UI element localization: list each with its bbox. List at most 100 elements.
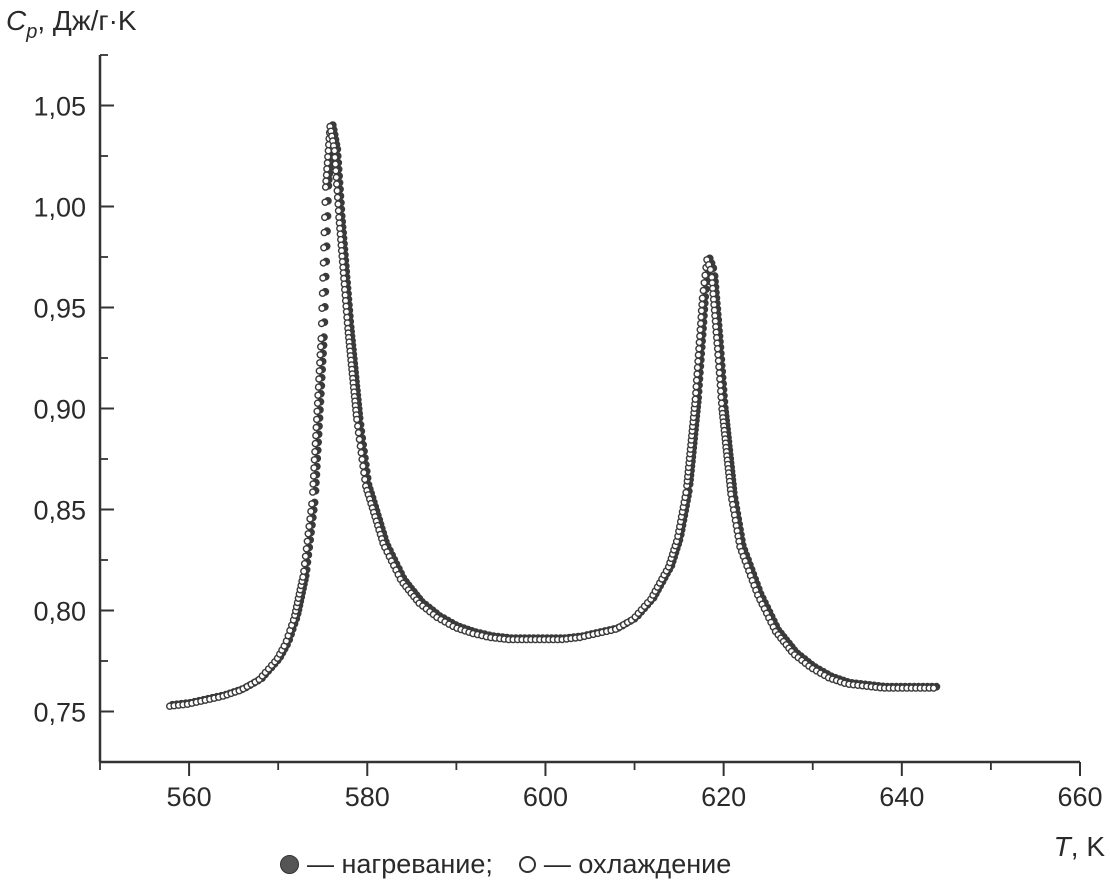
cooling-point: [334, 200, 342, 208]
cooling-point: [714, 351, 722, 359]
cooling-point: [716, 375, 724, 383]
series-cooling: [165, 122, 938, 710]
cooling-point: [356, 442, 364, 450]
cooling-point: [354, 422, 362, 430]
cooling-point: [323, 165, 331, 173]
cooling-point: [713, 345, 722, 353]
cooling-point: [318, 304, 326, 312]
cooling-point: [324, 146, 332, 155]
x-axis-title: T, K: [1054, 831, 1106, 862]
cooling-point: [701, 271, 709, 279]
x-tick-label: 560: [167, 782, 212, 812]
cooling-point: [716, 381, 724, 389]
cooling-point: [321, 183, 330, 191]
cooling-point: [717, 393, 725, 401]
x-tick-label: 640: [879, 782, 924, 812]
cooling-point: [312, 431, 320, 440]
cooling-point: [929, 684, 938, 692]
axes: [98, 55, 1080, 764]
cooling-point: [314, 391, 322, 399]
y-tick-label: 0,75: [33, 698, 86, 728]
y-tick-label: 0,95: [33, 294, 86, 324]
cooling-point: [317, 343, 325, 351]
legend: — нагревание; — охлаждение: [280, 846, 731, 882]
heating-marker-icon: [280, 854, 299, 874]
cooling-point: [319, 274, 327, 282]
y-ticks: 0,75 0,80 0,85 0,90 0,95 1,00 1,05: [33, 54, 114, 728]
cooling-point: [697, 313, 705, 321]
cooling-point: [360, 469, 368, 477]
cooling-point: [313, 407, 321, 415]
cooling-point: [310, 456, 319, 464]
x-axis-units: , K: [1071, 831, 1106, 862]
cooling-point: [300, 560, 309, 568]
cooling-point: [333, 186, 341, 195]
cooling-point: [323, 159, 332, 167]
y-tick-label: 0,85: [33, 496, 86, 526]
cooling-point: [313, 415, 321, 424]
cooling-point: [700, 279, 708, 287]
cooling-point: [333, 193, 342, 202]
cooling-point: [315, 375, 323, 383]
cooling-point: [692, 376, 701, 384]
x-tick-label: 660: [1057, 782, 1102, 812]
cooling-point: [717, 399, 726, 407]
y-axis-units: , Дж/г·K: [37, 5, 137, 36]
y-axis-symbol: C: [6, 5, 27, 36]
legend-cooling-label: — охлаждение: [543, 848, 732, 879]
cooling-point: [320, 243, 328, 252]
cooling-point: [698, 300, 706, 309]
x-tick-label: 600: [523, 782, 568, 812]
x-tick-label: 620: [701, 782, 746, 812]
cooling-point: [319, 259, 328, 267]
cooling-point: [322, 171, 331, 179]
cooling-point: [717, 387, 725, 395]
series-heating: [168, 121, 941, 709]
cooling-point: [330, 146, 339, 155]
y-tick-label: 1,00: [33, 193, 86, 223]
cooling-point: [316, 359, 324, 367]
cooling-point: [692, 382, 700, 391]
cooling-point: [357, 449, 365, 457]
cooling-point: [309, 488, 317, 496]
cooling-point: [694, 351, 703, 359]
cooling-point: [322, 177, 330, 185]
cooling-point: [316, 351, 324, 359]
cooling-point: [355, 435, 364, 444]
x-tick-label: 580: [345, 782, 390, 812]
cooling-point: [311, 448, 319, 456]
cooling-point: [699, 286, 707, 295]
cooling-point: [321, 198, 329, 207]
cooling-point: [301, 552, 310, 560]
cooling-point: [309, 472, 318, 480]
cooling-point: [313, 399, 322, 407]
cooling-point: [299, 573, 307, 581]
series-layer: [165, 121, 941, 710]
cooling-point: [682, 488, 690, 497]
cooling-point: [306, 515, 314, 523]
cooling-point: [305, 522, 313, 531]
cooling-point: [696, 326, 704, 334]
cooling-point: [311, 439, 319, 448]
cooling-point: [695, 338, 703, 347]
cooling-point: [691, 395, 699, 403]
cooling-point: [314, 383, 323, 391]
cooling-point: [317, 319, 326, 328]
cooling-point: [333, 180, 341, 188]
cooling-point: [361, 475, 369, 484]
cooling-point: [359, 462, 367, 470]
legend-heating-label: — нагревание;: [307, 848, 493, 879]
cooling-point: [697, 319, 705, 328]
y-tick-label: 1,05: [33, 92, 86, 122]
cooling-point: [693, 363, 702, 372]
y-tick-label: 0,80: [33, 597, 86, 627]
cooling-point: [309, 480, 317, 488]
cooling-point: [706, 265, 715, 274]
x-ticks: 560 580 600 620 640 660: [99, 762, 1103, 812]
cooling-point: [695, 345, 703, 353]
cooling-point: [303, 537, 311, 545]
cooling-point: [331, 160, 340, 168]
cooling-point: [307, 507, 315, 516]
cooling-point: [697, 307, 706, 315]
